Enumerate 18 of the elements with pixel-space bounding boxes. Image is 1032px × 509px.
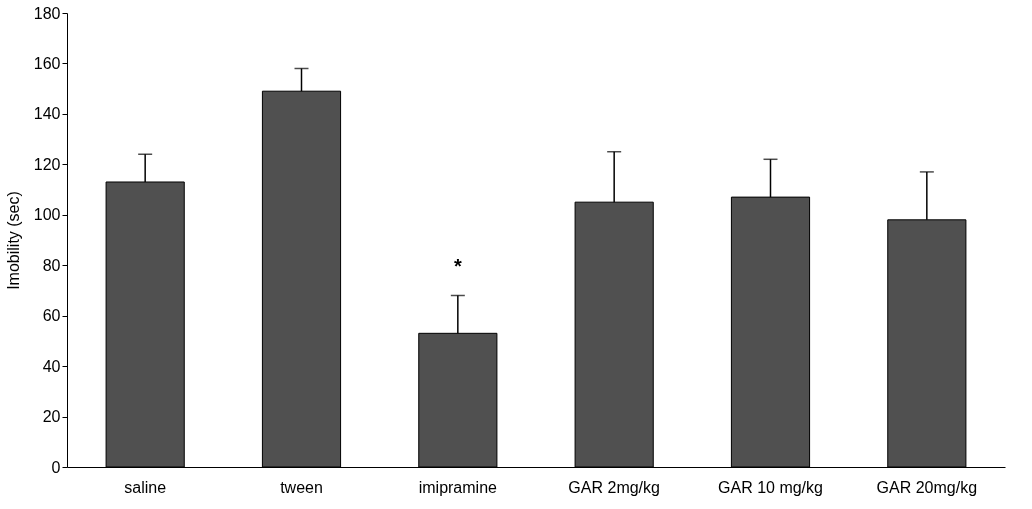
y-tick-label: 120 xyxy=(33,155,61,173)
y-axis-title: Imobility (sec) xyxy=(4,191,22,290)
y-tick-label: 20 xyxy=(42,408,61,426)
annotation: * xyxy=(453,255,462,278)
y-tick-label: 140 xyxy=(33,105,61,123)
x-tick-label: imipramine xyxy=(418,478,498,496)
y-tick-label: 160 xyxy=(33,54,61,72)
x-tick-label: GAR 10 mg/kg xyxy=(718,478,823,496)
x-tick-label: GAR 2mg/kg xyxy=(568,478,660,496)
x-tick-label: saline xyxy=(124,478,167,496)
x-tick-label: GAR 20mg/kg xyxy=(876,478,978,496)
y-tick-label: 180 xyxy=(33,4,61,22)
y-tick-label: 60 xyxy=(42,307,61,325)
y-tick-label: 0 xyxy=(51,458,61,476)
y-tick-label: 100 xyxy=(33,206,61,224)
y-tick-label: 40 xyxy=(42,357,61,375)
y-tick-label: 80 xyxy=(42,256,61,274)
x-tick-label: tween xyxy=(280,478,323,496)
